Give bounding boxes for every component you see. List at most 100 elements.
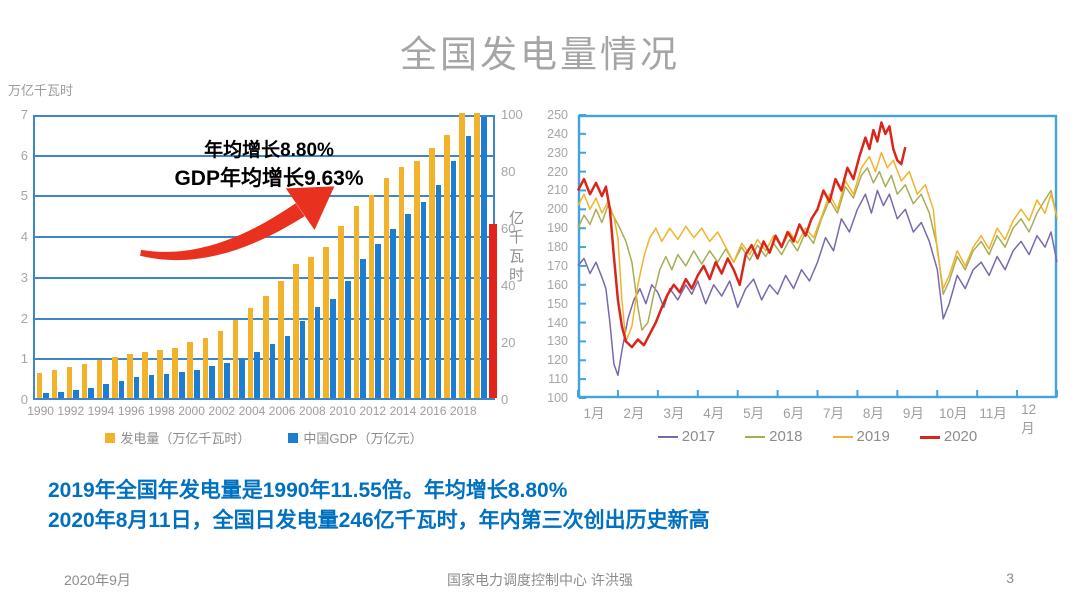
bar-gdp-2000 [194, 369, 200, 398]
bar-gdp-2010 [345, 280, 351, 398]
x-tick-label: 1998 [148, 404, 175, 418]
page-title: 全国发电量情况 [400, 34, 680, 75]
legend-item: 中国GDP（万亿元） [288, 428, 423, 447]
bar-generation-2016 [429, 148, 435, 398]
bar-generation-2006 [278, 281, 284, 398]
y-tick-label: 3 [20, 269, 28, 285]
note-line-1: 2019年全国年发电量是1990年11.55倍。年均增长8.80% [48, 479, 568, 502]
bar-gdp-2018 [465, 136, 472, 398]
bar-gdp-1995 [118, 380, 125, 398]
secondary-y-tick-label: 40 [501, 278, 516, 293]
y-tick-label: 0 [20, 392, 28, 407]
footer-date: 2020年9月 [64, 572, 131, 588]
bar-gdp-2007 [299, 321, 306, 398]
legend-label: 2018 [769, 428, 803, 445]
y-tick-label: 150 [547, 296, 568, 311]
bar-generation-1991 [51, 370, 58, 398]
y-tick-label: 7 [20, 107, 28, 122]
bar-gdp-2003 [239, 358, 245, 398]
secondary-y-tick-label: 80 [501, 164, 516, 179]
bar-generation-2013 [383, 178, 390, 398]
y-tick-label: 130 [547, 334, 568, 349]
legend-item: 2018 [745, 428, 803, 445]
bar-gdp-1996 [133, 377, 140, 398]
bar-generation-2019 [474, 113, 480, 398]
bar-gdp-2004 [254, 351, 261, 398]
y-tick-label: 5 [20, 188, 28, 204]
left-chart-x-axis: 1990 1992 1994 1996 1998 2000 2002 2004 2006 2008… [27, 404, 503, 420]
y-tick-label: 110 [548, 372, 568, 387]
bar-generation-1998 [157, 350, 163, 398]
x-tick-label: 12月 [1021, 402, 1037, 436]
x-tick-label: 9月 [902, 406, 924, 421]
y-tick-label: 220 [547, 164, 568, 179]
bar-gdp-2017 [450, 160, 457, 398]
bar-generation-2012 [368, 194, 375, 398]
secondary-y-tick-label: 20 [501, 335, 516, 350]
x-tick-label: 2018 [449, 404, 477, 418]
x-tick-label: 7月 [822, 406, 845, 421]
daily-generation-line-chart [576, 114, 1058, 399]
line-series-2020 [576, 121, 907, 349]
bar-gdp-2006 [284, 335, 291, 398]
annotation-generation-growth: 年均增长8.80% [204, 140, 334, 161]
bar-generation-1990 [36, 372, 43, 398]
legend-item: 发电量（万亿千瓦时） [105, 428, 250, 447]
left-chart-secondary-y-axis: 0 20 40 60 80 100 [501, 107, 535, 407]
bar-gdp-1991 [58, 391, 64, 398]
legend-item: 2020 [919, 428, 978, 445]
bar-gdp-2009 [329, 298, 336, 398]
left-chart-y-axis: 0 1 2 3 4 5 6 7 [4, 107, 28, 407]
bar-gdp-1999 [178, 372, 185, 398]
bar-generation-1994 [96, 360, 103, 398]
bar-gdp-2011 [360, 258, 366, 398]
x-tick-label: 1月 [583, 406, 605, 421]
bar-gdp-2008 [314, 307, 321, 398]
bar-gdp-1992 [73, 390, 79, 398]
x-tick-label: 8月 [862, 406, 884, 421]
bar-generation-1992 [66, 367, 73, 398]
y-tick-label: 1 [20, 351, 28, 367]
bar-generation-2005 [262, 296, 269, 398]
bar-gdp-2015 [420, 201, 427, 398]
x-tick-label: 1992 [57, 404, 85, 418]
x-tick-label: 1996 [117, 404, 145, 418]
legend-item: 2017 [657, 428, 715, 445]
annotation-gdp-growth: GDP年均增长9.63% [174, 167, 364, 190]
x-tick-label: 11月 [979, 406, 1007, 421]
bar-gdp-2012 [375, 244, 381, 398]
y-tick-label: 4 [20, 229, 28, 245]
bar-gdp-2016 [435, 185, 442, 398]
footer-author: 国家电力调度控制中心 许洪强 [447, 572, 633, 588]
generation-gdp-bar-chart: 年均增长8.80% GDP年均增长9.63% [33, 113, 497, 400]
bar-generation-2018 [459, 113, 465, 398]
x-tick-label: 2000 [178, 404, 205, 418]
bar-generation-1997 [142, 352, 148, 398]
y-tick-label: 2 [20, 310, 28, 326]
right-chart-y-axis: 250 240 230 220 210 200 190 180 170 160 150 140 130 1… [536, 108, 572, 405]
y-tick-label: 6 [20, 147, 28, 163]
y-tick-label: 120 [547, 353, 568, 368]
x-tick-label: 5月 [743, 406, 765, 421]
y-tick-label: 170 [547, 258, 568, 273]
bar-generation-2017 [444, 135, 450, 398]
bar-generation-2004 [247, 308, 254, 398]
legend-label: 2020 [943, 428, 978, 445]
x-tick-label: 2004 [238, 404, 266, 418]
bar-gdp-1997 [148, 375, 155, 398]
bar-gdp-2019 [480, 116, 487, 398]
bar-generation-1999 [172, 347, 178, 398]
x-tick-label: 2006 [268, 404, 296, 418]
right-chart-legend: 2017 2018 2019 2020 [578, 428, 1057, 445]
x-tick-label: 1994 [87, 404, 115, 418]
bar-generation-2009 [323, 246, 329, 398]
bar-highlight-2020 [489, 224, 497, 398]
right-chart-y-axis-label: 亿千瓦时 [507, 210, 524, 286]
y-tick-label: 100 [547, 391, 568, 405]
legend-line-icon [919, 435, 940, 439]
line-series-2017 [577, 189, 1058, 377]
bar-generation-2015 [413, 161, 420, 398]
x-tick-label: 2002 [208, 404, 236, 418]
bar-gdp-2002 [224, 363, 230, 398]
y-tick-label: 240 [547, 126, 568, 141]
